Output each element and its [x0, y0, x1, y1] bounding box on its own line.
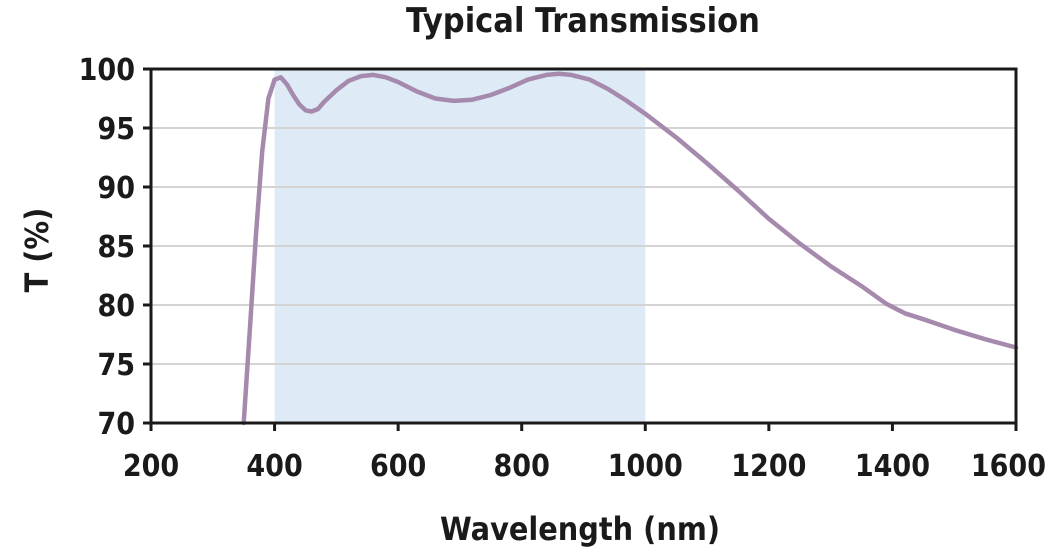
y-axis-title: T (%) [18, 208, 56, 293]
y-tick-label-95: 95 [97, 112, 135, 147]
y-tick-label-85: 85 [97, 230, 135, 265]
x-tick-label-200: 200 [123, 449, 179, 484]
x-tick-label-1000: 1000 [608, 449, 683, 484]
x-tick-label-600: 600 [370, 449, 426, 484]
x-axis-title: Wavelength (nm) [440, 510, 720, 548]
chart-title: Typical Transmission [406, 1, 760, 41]
x-tick-label-400: 400 [246, 449, 302, 484]
y-tick-label-80: 80 [97, 289, 135, 324]
x-tick-label-1200: 1200 [731, 449, 806, 484]
x-tick-label-1600: 1600 [971, 449, 1046, 484]
x-tick-label-1400: 1400 [855, 449, 930, 484]
y-tick-label-90: 90 [97, 171, 135, 206]
x-tick-label-800: 800 [494, 449, 550, 484]
y-tick-label-75: 75 [97, 348, 135, 383]
y-tick-label-70: 70 [97, 407, 135, 442]
y-tick-label-100: 100 [79, 53, 135, 88]
series-line-0 [241, 71, 1019, 426]
